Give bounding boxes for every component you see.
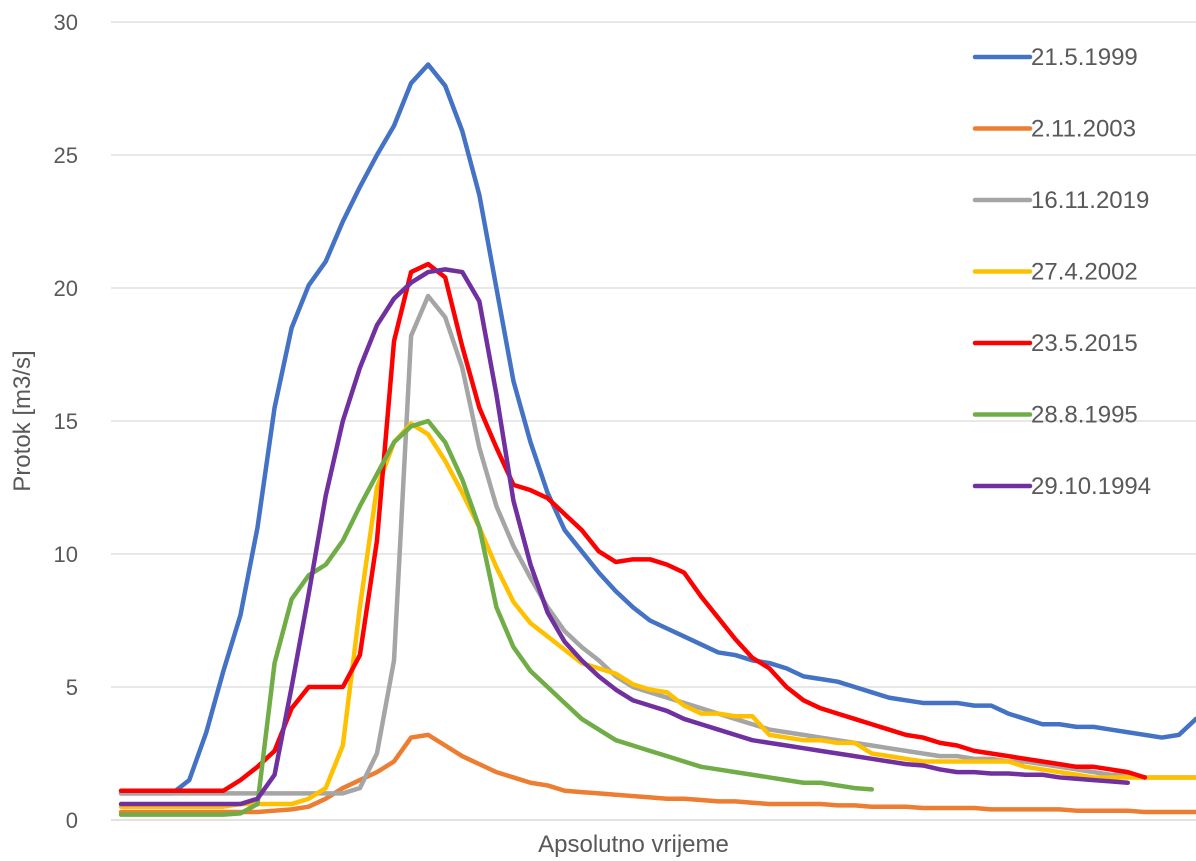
legend: 21.5.1999 2.11.2003 16.11.2019 27.4.2002 23.… bbox=[972, 44, 1151, 500]
y-axis-title: Protok [m3/s] bbox=[9, 350, 36, 491]
series-line-29.10.1994 bbox=[118, 267, 1130, 807]
y-axis-ticks: 0 5 10 15 20 25 30 bbox=[54, 10, 78, 833]
y-tick-label: 20 bbox=[54, 276, 78, 301]
y-tick-label: 10 bbox=[54, 542, 78, 567]
legend-item: 2.11.2003 bbox=[972, 116, 1136, 143]
legend-label: 2.11.2003 bbox=[1031, 116, 1136, 143]
legend-item: 21.5.1999 bbox=[972, 44, 1138, 71]
y-tick-label: 15 bbox=[54, 409, 78, 434]
series-line-21.5.1999 bbox=[118, 62, 1196, 796]
series-line-28.8.1995 bbox=[118, 418, 875, 817]
legend-item: 23.5.2015 bbox=[972, 330, 1138, 357]
series-line-27.4.2002 bbox=[118, 421, 1196, 809]
legend-item: 28.8.1995 bbox=[972, 402, 1138, 429]
series-lines bbox=[118, 62, 1196, 817]
legend-label: 21.5.1999 bbox=[1031, 44, 1138, 71]
y-tick-label: 0 bbox=[66, 808, 78, 833]
legend-item: 16.11.2019 bbox=[972, 187, 1149, 214]
legend-label: 28.8.1995 bbox=[1031, 402, 1138, 429]
legend-label: 29.10.1994 bbox=[1031, 473, 1151, 500]
legend-label: 27.4.2002 bbox=[1031, 259, 1138, 286]
y-tick-label: 25 bbox=[54, 143, 78, 168]
y-tick-label: 30 bbox=[54, 10, 78, 35]
legend-item: 27.4.2002 bbox=[972, 259, 1138, 286]
legend-label: 23.5.2015 bbox=[1031, 330, 1138, 357]
gridlines bbox=[111, 21, 1196, 688]
legend-item: 29.10.1994 bbox=[972, 473, 1151, 500]
series-line-2.11.2003 bbox=[118, 732, 1196, 815]
series-line-16.11.2019 bbox=[118, 293, 1196, 796]
legend-label: 16.11.2019 bbox=[1031, 187, 1149, 214]
x-axis-title: Apsolutno vrijeme bbox=[538, 831, 729, 858]
y-tick-label: 5 bbox=[66, 675, 78, 700]
series-line-23.5.2015 bbox=[118, 261, 1148, 793]
